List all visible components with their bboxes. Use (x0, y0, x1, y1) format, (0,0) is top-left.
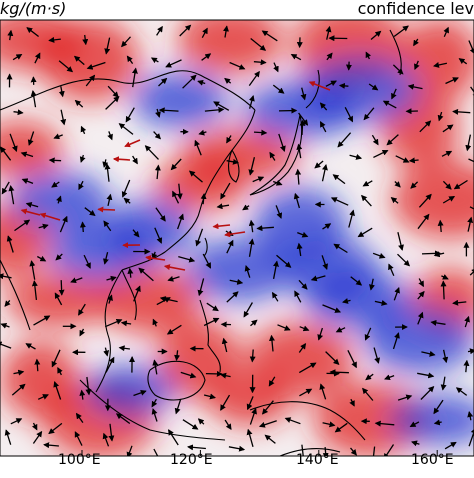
x-tick-label-100e: 100°E (58, 452, 101, 468)
wind-vector (254, 132, 266, 133)
negative-anomaly-area (364, 307, 474, 374)
positive-anomaly-area (246, 322, 354, 398)
negative-anomaly-area (187, 238, 293, 303)
positive-anomaly-area (6, 273, 115, 327)
wind-vector (302, 121, 303, 135)
wind-vector (422, 253, 440, 254)
wind-vector (50, 160, 61, 161)
x-tick-label-140e: 140°E (296, 452, 339, 468)
wind-vector (410, 160, 419, 161)
wind-vector (61, 280, 62, 295)
wind-vector (83, 222, 84, 232)
negative-anomaly-area (132, 71, 229, 129)
unit-label: kg/(m·s) (0, 0, 66, 18)
wind-vector (252, 350, 253, 362)
wind-vector (330, 372, 349, 373)
positive-anomaly-area (177, 6, 283, 75)
confidence-level-label: confidence lev (358, 0, 474, 18)
significant-wind-vector (114, 159, 130, 160)
x-tick-label-160e: 160°E (411, 452, 454, 468)
wind-vector (254, 62, 266, 63)
wind-vector (37, 360, 38, 372)
significant-wind-vector (98, 209, 115, 210)
wind-vector (443, 281, 444, 299)
wind-vector (340, 86, 349, 87)
negative-anomaly-area (85, 365, 175, 416)
positive-anomaly-area (40, 18, 140, 102)
x-tick-label-120e: 120°E (170, 452, 213, 468)
